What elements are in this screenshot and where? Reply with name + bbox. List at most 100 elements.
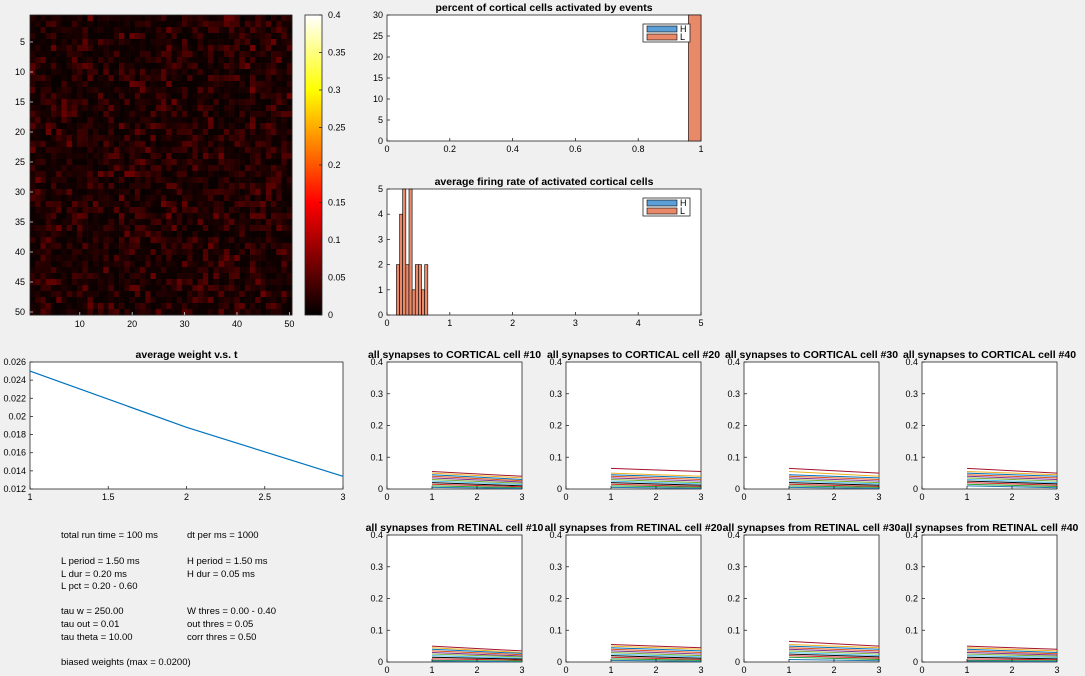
heatmap-cell xyxy=(56,123,62,130)
heatmap-cell xyxy=(56,69,62,76)
heatmap-cell xyxy=(218,249,225,256)
heatmap-cell xyxy=(92,159,99,166)
heatmap-cell xyxy=(171,159,178,166)
heatmap-cell xyxy=(239,159,246,166)
heatmap-cell xyxy=(45,195,52,202)
heatmap-cell xyxy=(35,69,41,76)
heatmap-cell xyxy=(181,135,188,142)
heatmap-cell xyxy=(213,249,219,256)
retinal-r30-chart-series-line xyxy=(788,653,880,658)
heatmap-cell xyxy=(161,213,167,220)
heatmap-cell xyxy=(103,165,109,172)
heatmap-cell xyxy=(134,141,141,148)
heatmap-cell xyxy=(276,213,282,220)
heatmap-cell xyxy=(229,213,235,220)
heatmap-cell xyxy=(119,21,125,28)
heatmap-cell xyxy=(124,285,130,292)
heatmap-cell xyxy=(66,207,73,214)
heatmap-cell xyxy=(166,249,172,256)
heatmap-cell xyxy=(171,255,178,262)
heatmap-cell xyxy=(134,231,141,238)
heatmap-cell xyxy=(108,33,115,40)
heatmap-cell xyxy=(66,171,73,178)
heatmap-cell xyxy=(108,273,115,280)
cortical-c10-chart-axes xyxy=(386,361,523,490)
heatmap-cell xyxy=(239,225,246,232)
heatmap-cell xyxy=(229,165,235,172)
heatmap-cell xyxy=(166,177,172,184)
heatmap-cell xyxy=(161,303,167,310)
heatmap-cell xyxy=(150,21,157,28)
heatmap-cell xyxy=(66,225,73,232)
heatmap-cell xyxy=(176,39,183,46)
heatmap-cell xyxy=(71,45,78,52)
heatmap-cell xyxy=(281,309,288,316)
heatmap-cell xyxy=(223,309,230,316)
heatmap-cell xyxy=(271,171,277,178)
heatmap-cell xyxy=(103,105,109,112)
retinal-r30-chart-ytick-label: 0.4 xyxy=(727,530,740,540)
heatmap-cell xyxy=(61,279,67,286)
heatmap-cell xyxy=(255,177,261,184)
heatmap-cell xyxy=(134,93,141,100)
heatmap-cell xyxy=(276,27,282,34)
retinal-r40-chart-series-line xyxy=(966,656,1058,660)
heatmap-cell xyxy=(281,267,288,274)
heatmap-cell xyxy=(239,261,246,268)
heatmap-cell xyxy=(140,195,146,202)
heatmap-cell xyxy=(87,141,94,148)
heatmap-cell xyxy=(255,51,261,58)
heatmap-cell xyxy=(119,177,125,184)
retinal-r30-chart-series-line xyxy=(788,644,880,649)
heatmap-cell xyxy=(140,111,146,118)
heatmap-cell xyxy=(208,213,214,220)
heatmap-cell xyxy=(145,81,151,88)
heatmap-cell xyxy=(265,291,272,298)
heatmap-cell xyxy=(271,225,277,232)
heatmap-cell xyxy=(187,105,193,112)
heatmap-cell xyxy=(176,87,183,94)
heatmap-cell xyxy=(234,141,240,148)
heatmap-cell xyxy=(87,123,94,130)
heatmap-cell xyxy=(181,129,188,136)
heatmap-cell xyxy=(82,147,88,154)
heatmap-cell xyxy=(103,267,109,274)
heatmap-cell xyxy=(124,159,130,166)
heatmap-cell xyxy=(113,255,120,262)
heatmap-cell xyxy=(103,45,109,52)
heatmap-cell xyxy=(40,99,47,106)
heatmap-cell xyxy=(150,159,157,166)
heatmap-cell xyxy=(281,201,288,208)
heatmap-cell xyxy=(30,147,36,154)
heatmap-cell xyxy=(140,21,146,28)
heatmap-cell xyxy=(276,135,282,142)
heatmap-cell xyxy=(66,201,73,208)
retinal-r40-chart-axes xyxy=(921,534,1058,663)
heatmap-cell xyxy=(155,207,162,214)
heatmap-cell xyxy=(218,285,225,292)
heatmap-cell xyxy=(213,273,219,280)
heatmap-cell xyxy=(202,237,209,244)
heatmap-cell xyxy=(87,51,94,58)
heatmap-cell xyxy=(82,87,88,94)
heatmap-cell xyxy=(202,123,209,130)
heatmap-cell xyxy=(66,51,73,58)
heatmap-cell xyxy=(276,189,282,196)
heatmap-cell xyxy=(166,75,172,82)
heatmap-cell xyxy=(161,177,167,184)
heatmap-cell xyxy=(281,99,288,106)
heatmap-cell xyxy=(35,309,41,316)
heatmap-cell xyxy=(50,135,57,142)
avgw-chart-ytick-label: 0.022 xyxy=(3,393,26,403)
heatmap-cell xyxy=(265,153,272,160)
heatmap-cell xyxy=(140,75,146,82)
heatmap-cell xyxy=(161,147,167,154)
heatmap-cell xyxy=(171,165,178,172)
heatmap-cell xyxy=(134,117,141,124)
heatmap-cell xyxy=(35,195,41,202)
heatmap-cell xyxy=(113,267,120,274)
heatmap-cell xyxy=(92,303,99,310)
heatmap-cell xyxy=(223,87,230,94)
heatmap-cell xyxy=(271,81,277,88)
heatmap-cell xyxy=(166,303,172,310)
